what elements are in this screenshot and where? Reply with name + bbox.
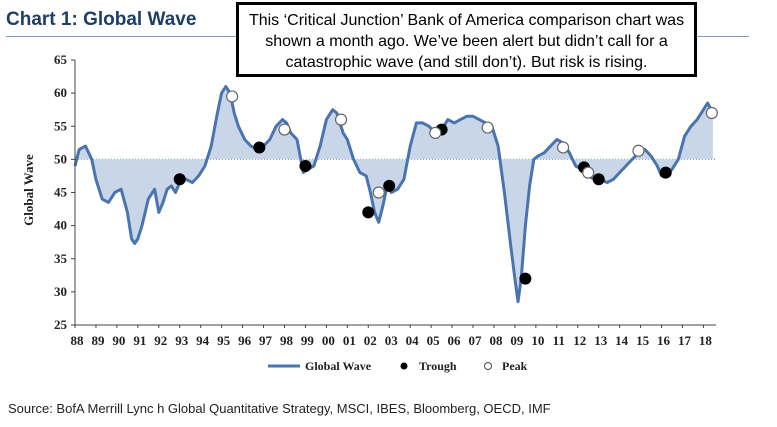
x-tick-label: 97 bbox=[259, 333, 273, 348]
x-tick-label: 05 bbox=[427, 333, 441, 348]
trough-marker bbox=[299, 160, 312, 172]
trough-marker bbox=[519, 272, 532, 285]
x-tick-label: 01 bbox=[343, 333, 356, 348]
peak-marker bbox=[226, 90, 239, 103]
legend-label-peak: Peak bbox=[502, 359, 528, 373]
source-note: Source: BofA Merrill Lync h Global Quant… bbox=[8, 401, 551, 416]
x-tick-label: 99 bbox=[301, 333, 315, 348]
x-tick-label: 10 bbox=[531, 333, 544, 348]
x-tick-label: 07 bbox=[469, 333, 483, 348]
y-tick-label: 45 bbox=[54, 185, 68, 200]
peak-marker bbox=[372, 186, 385, 199]
y-tick-label: 60 bbox=[54, 85, 67, 100]
y-tick-label: 35 bbox=[54, 251, 68, 266]
x-tick-label: 92 bbox=[154, 333, 167, 348]
x-tick-label: 18 bbox=[699, 333, 713, 348]
x-tick-label: 15 bbox=[636, 333, 650, 348]
x-tick-label: 88 bbox=[71, 333, 85, 348]
x-tick-label: 08 bbox=[489, 333, 503, 348]
peak-marker bbox=[705, 106, 718, 120]
x-tick-label: 02 bbox=[364, 333, 377, 348]
peak-marker bbox=[429, 126, 442, 139]
x-tick-label: 12 bbox=[573, 333, 586, 348]
chart-title: Chart 1: Global Wave bbox=[6, 9, 197, 30]
peak-marker bbox=[481, 121, 494, 134]
x-tick-label: 04 bbox=[406, 333, 420, 348]
trough-marker bbox=[362, 206, 375, 219]
y-axis-label: Global Wave bbox=[21, 154, 36, 226]
x-tick-label: 00 bbox=[322, 333, 335, 348]
x-tick-label: 17 bbox=[678, 333, 692, 348]
x-tick-label: 95 bbox=[217, 333, 231, 348]
peak-marker bbox=[278, 123, 291, 136]
peak-marker bbox=[582, 166, 595, 179]
global-wave-area bbox=[75, 86, 713, 302]
x-tick-label: 96 bbox=[238, 333, 252, 348]
y-tick-label: 50 bbox=[54, 151, 67, 166]
x-tick-label: 03 bbox=[385, 333, 399, 348]
trough-marker bbox=[592, 173, 605, 186]
peak-marker bbox=[556, 141, 570, 154]
legend-label-trough: Trough bbox=[419, 359, 457, 373]
y-tick-label: 65 bbox=[54, 52, 68, 67]
trough-marker bbox=[383, 179, 396, 192]
x-tick-label: 14 bbox=[615, 333, 629, 348]
x-tick-label: 89 bbox=[91, 333, 105, 348]
y-tick-label: 25 bbox=[54, 317, 68, 332]
trough-marker bbox=[173, 173, 186, 186]
x-tick-label: 91 bbox=[133, 333, 146, 348]
x-tick-label: 06 bbox=[448, 333, 462, 348]
x-tick-label: 90 bbox=[112, 333, 125, 348]
trough-marker bbox=[659, 166, 672, 179]
legend-peak-swatch bbox=[484, 362, 492, 370]
annotation-box: This ‘Critical Junction’ Bank of America… bbox=[236, 2, 697, 77]
x-tick-label: 98 bbox=[280, 333, 294, 348]
x-tick-label: 94 bbox=[196, 333, 210, 348]
x-tick-label: 09 bbox=[510, 333, 524, 348]
legend-label-global-wave: Global Wave bbox=[305, 359, 372, 373]
y-tick-label: 30 bbox=[54, 284, 67, 299]
legend-trough-swatch bbox=[400, 362, 408, 370]
x-tick-label: 16 bbox=[657, 333, 671, 348]
global-wave-line bbox=[73, 85, 715, 304]
y-tick-label: 40 bbox=[54, 218, 67, 233]
peak-marker bbox=[334, 113, 348, 126]
x-tick-label: 93 bbox=[175, 333, 189, 348]
x-tick-label: 11 bbox=[553, 333, 565, 348]
y-tick-label: 55 bbox=[54, 118, 68, 133]
peak-marker bbox=[632, 144, 645, 157]
trough-marker bbox=[253, 141, 266, 154]
x-tick-label: 13 bbox=[594, 333, 608, 348]
